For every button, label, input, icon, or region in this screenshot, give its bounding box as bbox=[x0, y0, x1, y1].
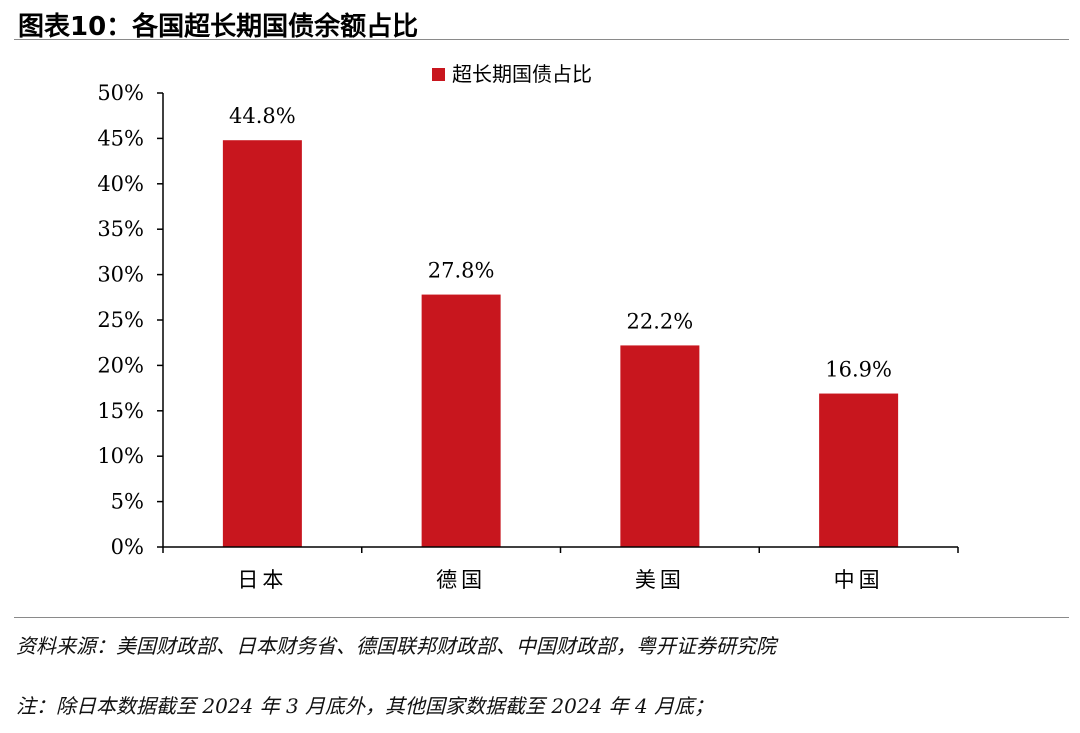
y-tick-label: 10% bbox=[97, 444, 144, 468]
bar-1 bbox=[222, 140, 302, 547]
legend-label: 超长期国债占比 bbox=[452, 62, 592, 86]
y-tick-label: 15% bbox=[97, 399, 144, 423]
bars: 44.8% 27.8% 22.2% 16.9% bbox=[222, 104, 899, 547]
category-label: 日本 bbox=[237, 568, 287, 592]
footer-divider bbox=[14, 617, 1069, 618]
source-note: 资料来源：美国财政部、日本财务省、德国联邦财政部、中国财政部，粤开证券研究院 bbox=[16, 634, 776, 658]
category-label: 中国 bbox=[834, 568, 884, 592]
y-tick-label: 50% bbox=[97, 81, 144, 105]
y-tick-label: 5% bbox=[111, 490, 144, 514]
category-label: 美国 bbox=[635, 568, 685, 592]
bar-3 bbox=[620, 345, 700, 547]
data-label: 44.8% bbox=[229, 104, 296, 128]
y-tick-label: 45% bbox=[97, 126, 144, 150]
x-axis: 日本 德国 美国 中国 bbox=[162, 546, 959, 592]
bar-chart: 超长期国债占比 0%5%10%15%20%25%30%35%40%45%50% … bbox=[97, 62, 959, 592]
y-tick-label: 20% bbox=[97, 353, 144, 377]
figure-title: 图表10：各国超长期国债余额占比 bbox=[18, 12, 419, 42]
bar-4 bbox=[819, 393, 899, 547]
legend-swatch bbox=[432, 68, 445, 81]
y-tick-label: 25% bbox=[97, 308, 144, 332]
data-label: 27.8% bbox=[428, 259, 495, 283]
title-divider bbox=[14, 39, 1069, 40]
data-label: 22.2% bbox=[627, 309, 694, 333]
bar-2 bbox=[421, 294, 501, 547]
y-tick-label: 30% bbox=[97, 263, 144, 287]
footnote: 注：除日本数据截至 2024 年 3 月底外，其他国家数据截至 2024 年 4… bbox=[16, 694, 715, 718]
data-label: 16.9% bbox=[825, 358, 892, 382]
chart-legend: 超长期国债占比 bbox=[432, 62, 592, 86]
y-tick-label: 40% bbox=[97, 172, 144, 196]
y-axis: 0% 5% 10% 15% 20% 25% 30% 35% 40% 45% 50% bbox=[97, 81, 164, 559]
y-tick-label: 35% bbox=[97, 217, 144, 241]
category-label: 德国 bbox=[436, 568, 486, 592]
y-tick-label: 0% bbox=[111, 535, 144, 559]
